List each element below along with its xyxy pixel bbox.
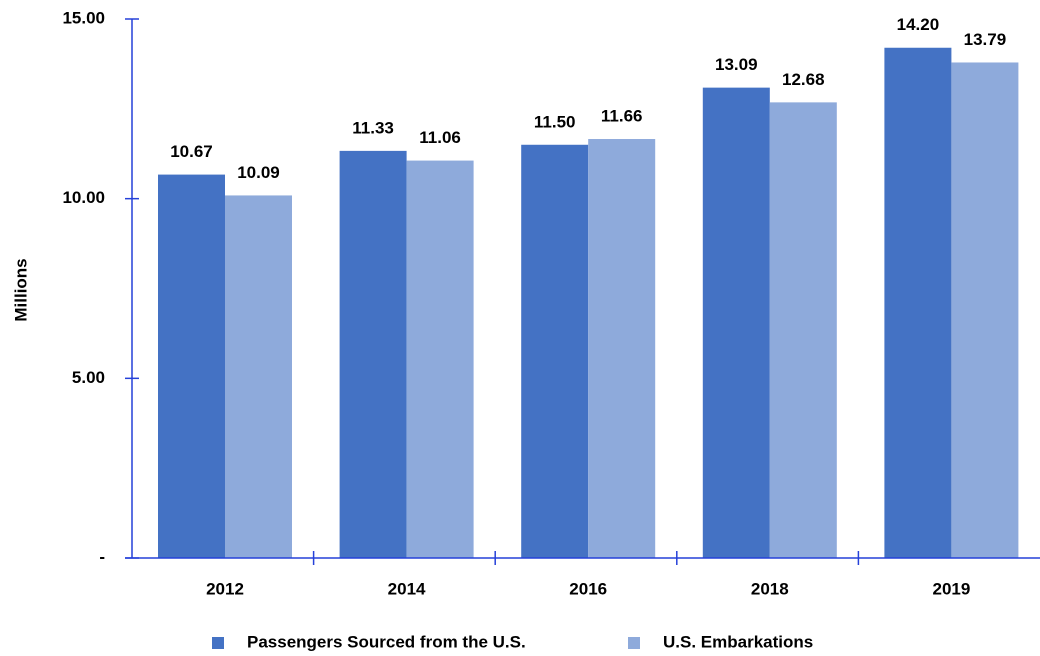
bar [951, 62, 1019, 558]
value-label: 10.09 [237, 163, 280, 182]
legend-swatch [212, 637, 224, 649]
y-tick-label: 5.00 [72, 368, 105, 387]
legend-label: U.S. Embarkations [663, 632, 813, 651]
x-tick-label: 2018 [751, 579, 789, 598]
legend-swatch [628, 637, 640, 649]
bar [406, 160, 474, 558]
value-label: 11.06 [419, 128, 461, 147]
bar [339, 150, 407, 558]
x-tick-label: 2019 [932, 579, 970, 598]
y-tick-label: 10.00 [62, 188, 105, 207]
bar [225, 195, 292, 558]
bar [702, 87, 770, 559]
bar [769, 102, 837, 559]
value-label: 10.67 [170, 142, 213, 161]
value-label: 13.09 [715, 55, 758, 74]
bar [521, 144, 589, 558]
x-tick-label: 2014 [388, 579, 426, 598]
value-label: 14.20 [897, 15, 940, 34]
y-tick-label: 15.00 [62, 8, 105, 27]
bar [158, 174, 225, 558]
bar [588, 139, 656, 558]
value-label: 11.50 [534, 112, 576, 131]
x-tick-label: 2016 [569, 579, 607, 598]
y-axis-label: Millions [11, 258, 30, 321]
x-tick-label: 2012 [206, 579, 244, 598]
value-label: 11.33 [352, 118, 394, 137]
value-label: 12.68 [782, 70, 825, 89]
value-label: 13.79 [964, 30, 1007, 49]
legend-label: Passengers Sourced from the U.S. [247, 632, 526, 651]
y-tick-label: - [99, 547, 105, 566]
value-label: 11.66 [601, 107, 643, 126]
bar [884, 47, 952, 558]
